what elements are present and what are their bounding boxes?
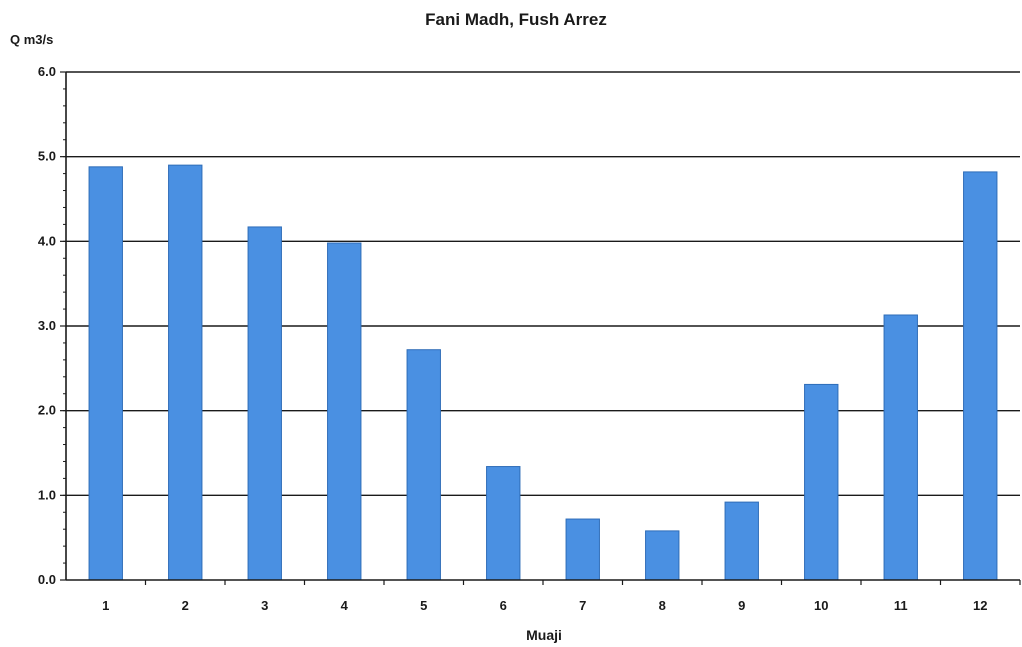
bar-month-6	[486, 466, 521, 581]
x-tick-label: 11	[894, 598, 908, 613]
y-tick-label: 6.0	[38, 64, 56, 79]
x-tick-label: 5	[420, 598, 427, 613]
y-tick-label: 3.0	[38, 318, 56, 333]
bars	[88, 164, 998, 581]
bar-month-5	[406, 349, 441, 581]
x-tick-label: 3	[261, 598, 268, 613]
chart-title: Fani Madh, Fush Arrez	[425, 10, 607, 29]
x-tick-label: 2	[182, 598, 189, 613]
gridlines	[66, 71, 1020, 497]
bar-month-1	[88, 166, 123, 581]
y-tick-label: 5.0	[38, 149, 56, 164]
x-tick-label: 8	[659, 598, 666, 613]
bar-month-8	[645, 530, 680, 581]
x-tick-label: 10	[814, 598, 828, 613]
bar-month-12	[963, 171, 998, 581]
y-tick-label: 0.0	[38, 572, 56, 587]
bar-month-11	[883, 314, 918, 581]
y-tick-label: 2.0	[38, 403, 56, 418]
y-tick-label: 4.0	[38, 233, 56, 248]
bar-month-3	[247, 226, 282, 581]
x-axis-label: Muaji	[526, 627, 562, 643]
x-tick-label: 6	[500, 598, 507, 613]
x-tick-label: 7	[579, 598, 586, 613]
x-tick-label: 12	[973, 598, 987, 613]
x-tick-label: 1	[102, 598, 109, 613]
bar-month-10	[804, 383, 839, 581]
bar-month-7	[565, 518, 600, 581]
x-tick-label: 9	[738, 598, 745, 613]
bar-month-4	[327, 242, 362, 581]
bar-month-2	[168, 164, 203, 581]
y-axis-label: Q m3/s	[10, 32, 53, 47]
axes: 0.01.02.03.04.05.06.01 2 3 4 5 6 7 8 9 10 11 12	[38, 64, 1021, 613]
x-tick-label: 4	[341, 598, 349, 613]
bar-month-9	[724, 501, 759, 581]
y-tick-label: 1.0	[38, 487, 56, 502]
